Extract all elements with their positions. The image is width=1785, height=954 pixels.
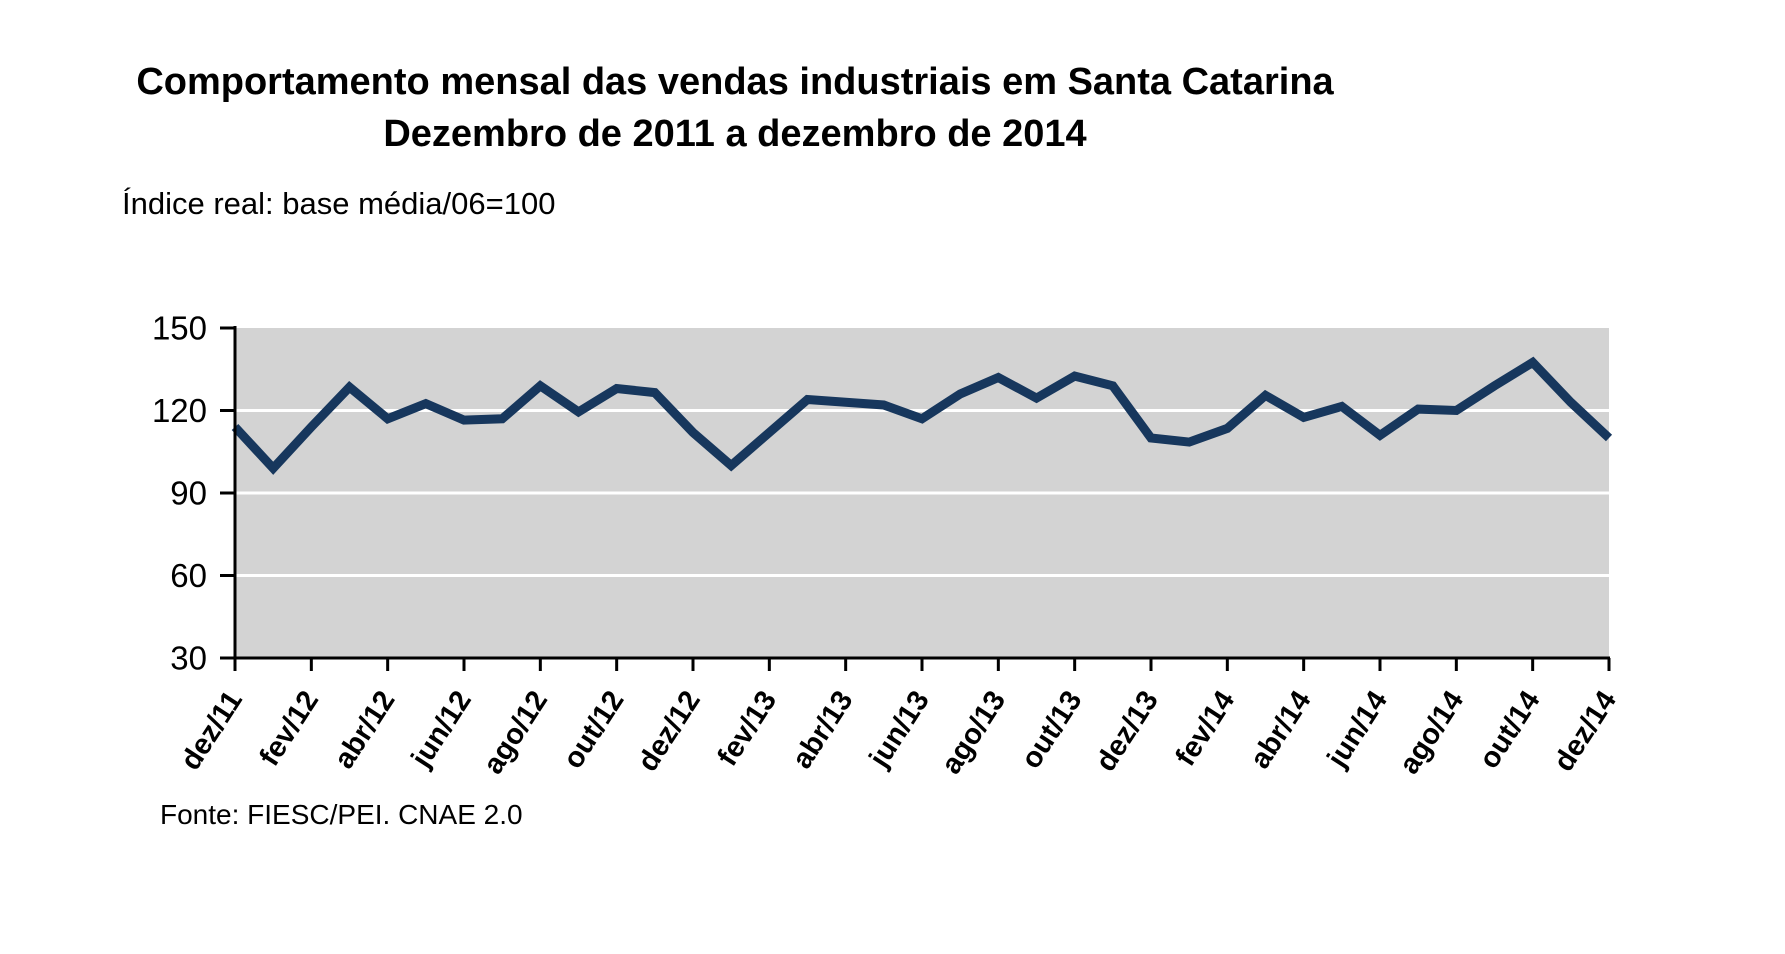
- y-axis-label: 30: [170, 640, 207, 677]
- x-axis-label: fev/14: [1170, 685, 1242, 771]
- source-note: Fonte: FIESC/PEI. CNAE 2.0: [160, 799, 523, 830]
- chart-title: Comportamento mensal das vendas industri…: [0, 56, 1470, 160]
- x-axis-label: ago/14: [1393, 685, 1470, 779]
- x-axis-label: fev/13: [712, 685, 784, 771]
- x-axis-label: fev/12: [254, 685, 326, 771]
- chart-title-line2: Dezembro de 2011 a dezembro de 2014: [383, 113, 1087, 155]
- y-axis-label: 90: [170, 475, 207, 512]
- x-axis-label: out/13: [1015, 685, 1088, 774]
- x-axis-label: ago/13: [935, 685, 1012, 779]
- x-axis-label: jun/14: [1321, 685, 1394, 774]
- x-axis-label: out/12: [557, 685, 630, 774]
- x-axis-label: dez/13: [1090, 685, 1165, 777]
- y-axis-label: 150: [152, 310, 207, 347]
- x-axis-label: abr/12: [328, 685, 401, 774]
- x-axis-label: jun/13: [863, 685, 936, 774]
- x-axis-label: abr/14: [1244, 685, 1317, 774]
- x-axis-label: dez/12: [632, 685, 707, 777]
- x-axis-label: dez/14: [1548, 685, 1623, 777]
- x-axis-label: ago/12: [477, 685, 554, 779]
- x-axis-label: dez/11: [175, 685, 249, 775]
- y-axis-label: 120: [152, 392, 207, 429]
- x-axis-label: jun/12: [405, 685, 478, 774]
- x-axis-label: abr/13: [786, 685, 859, 774]
- chart-subtitle: Índice real: base média/06=100: [122, 186, 556, 221]
- y-axis-label: 60: [170, 557, 207, 594]
- series-line: [231, 356, 1613, 475]
- chart-title-line1: Comportamento mensal das vendas industri…: [136, 61, 1334, 103]
- x-axis-label: out/14: [1473, 685, 1546, 774]
